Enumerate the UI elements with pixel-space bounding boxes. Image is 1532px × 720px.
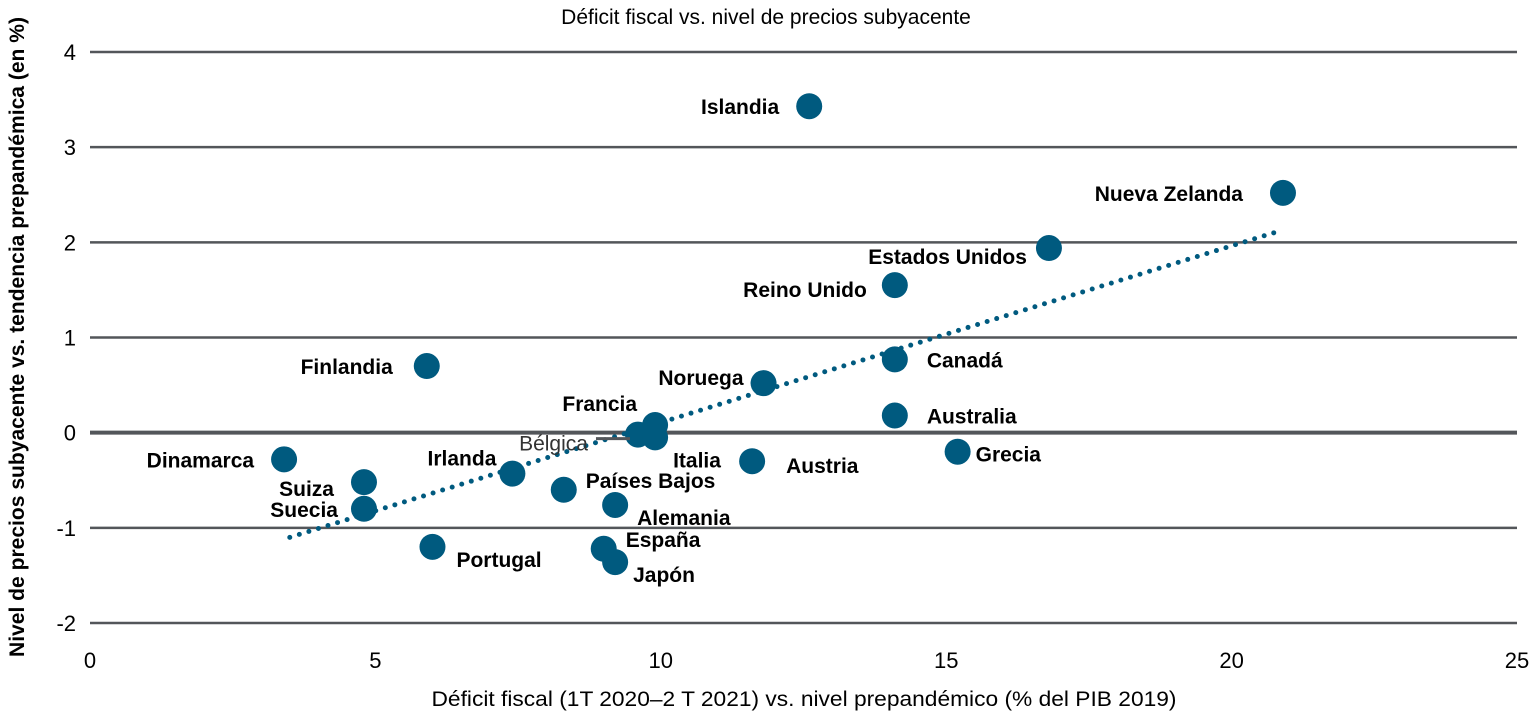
- point-label: Italia: [673, 449, 721, 472]
- x-tick-label: 10: [649, 648, 673, 673]
- data-point: [1035, 235, 1062, 262]
- y-tick-label: 4: [64, 40, 76, 65]
- chart-title: Déficit fiscal vs. nivel de precios suby…: [561, 6, 971, 29]
- point-label: Irlanda: [428, 448, 497, 471]
- point-label: Bélgica: [519, 433, 588, 456]
- point-labels: Islandia Nueva Zelanda Estados UnidosReino…: [147, 96, 1244, 587]
- data-point: [881, 346, 908, 373]
- point-label: Nueva Zelanda: [1095, 183, 1244, 206]
- point-label: Austria: [786, 455, 859, 478]
- data-point: [499, 460, 526, 487]
- gridlines: [90, 50, 1517, 625]
- data-point: [739, 448, 766, 475]
- y-tick-label: 0: [64, 421, 76, 446]
- point-label: Francia: [562, 393, 637, 416]
- data-point: [750, 370, 777, 397]
- data-point: [602, 549, 629, 576]
- data-point: [642, 424, 669, 451]
- y-tick-label: -1: [56, 516, 76, 541]
- x-axis-ticks: 0 5 10 15 20 25: [84, 648, 1529, 673]
- y-tick-label: 3: [64, 135, 76, 160]
- data-point: [419, 533, 446, 560]
- data-point: [271, 446, 298, 473]
- x-tick-label: 25: [1505, 648, 1529, 673]
- x-tick-label: 0: [84, 648, 96, 673]
- point-label: Australia: [927, 406, 1017, 429]
- data-point: [796, 93, 823, 120]
- data-point: [350, 469, 377, 496]
- data-point: [944, 438, 971, 465]
- point-label: Grecia: [976, 444, 1042, 467]
- y-tick-label: 1: [64, 326, 76, 351]
- point-label: Dinamarca: [147, 449, 255, 472]
- trendline-dotted: [287, 227, 1286, 540]
- data-point: [881, 402, 908, 429]
- x-tick-label: 15: [934, 648, 958, 673]
- point-label: Suecia: [270, 499, 338, 522]
- data-point: [1269, 179, 1296, 206]
- data-point: [413, 353, 440, 380]
- point-label: Noruega: [658, 367, 744, 390]
- data-point: [881, 272, 908, 299]
- point-label: Finlandia: [301, 356, 393, 379]
- point-label: Japón: [633, 564, 695, 587]
- point-label: Suiza: [279, 478, 334, 501]
- x-tick-label: 5: [369, 648, 381, 673]
- x-axis-label: Déficit fiscal (1T 2020–2 T 2021) vs. ni…: [432, 688, 1177, 711]
- y-tick-label: 2: [64, 230, 76, 255]
- point-label: Islandia: [701, 96, 780, 119]
- y-axis-ticks: 4 3 2 1 0 -1 -2: [56, 40, 76, 636]
- data-point: [350, 495, 377, 522]
- point-label: Portugal: [456, 549, 541, 572]
- data-point: [550, 476, 577, 503]
- point-label: Estados Unidos: [868, 246, 1027, 269]
- point-label: Países Bajos: [586, 470, 716, 493]
- trendline: [287, 227, 1286, 540]
- x-tick-label: 20: [1219, 648, 1243, 673]
- data-point: [602, 491, 629, 518]
- data-points: [271, 93, 1296, 576]
- y-tick-label: -2: [56, 611, 76, 636]
- point-label: España: [626, 529, 701, 552]
- point-label: Reino Unido: [743, 279, 867, 302]
- y-axis-label: Nivel de precios subyacente vs. tendenci…: [6, 17, 29, 657]
- point-label: Alemania: [637, 507, 731, 530]
- point-label: Canadá: [927, 349, 1003, 372]
